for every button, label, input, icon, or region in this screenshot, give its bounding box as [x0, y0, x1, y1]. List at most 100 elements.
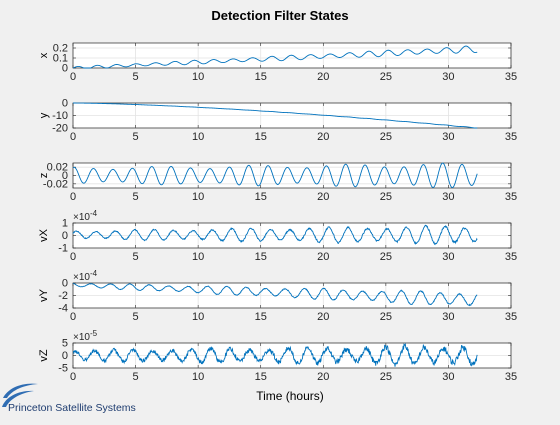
y-axis-label: z: [38, 173, 50, 179]
x-tick-label: 0: [70, 191, 76, 203]
x-tick-label: 25: [380, 191, 392, 203]
series-line-z: [72, 162, 478, 189]
x-tick-label: 20: [317, 371, 329, 383]
x-tick-label: 5: [133, 251, 139, 263]
y-tick-label: 0.1: [53, 53, 68, 65]
y-tick-label: 0: [62, 350, 68, 362]
x-tick-label: 10: [192, 311, 204, 323]
axes-box: [72, 342, 512, 369]
axes-box: [72, 42, 512, 69]
series-line-vz: [72, 342, 478, 367]
x-tick-label: 15: [255, 251, 267, 263]
x-tick-label: 35: [505, 251, 517, 263]
x-tick-label: 30: [442, 71, 454, 83]
x-tick-label: 15: [255, 311, 267, 323]
x-tick-label: 25: [380, 71, 392, 83]
y-tick-label: 0: [62, 63, 68, 75]
y-tick-label: 0.02: [47, 162, 68, 174]
x-tick-label: 20: [317, 191, 329, 203]
x-tick-label: 5: [133, 71, 139, 83]
panel-y: 0 5 10 15 20 25 30 35 0-10-20y: [38, 98, 517, 144]
y-axis-label: vZ: [38, 349, 50, 362]
y-tick-label: 0.2: [53, 43, 68, 55]
x-tick-label: 20: [317, 131, 329, 143]
x-tick-label: 15: [255, 71, 267, 83]
x-tick-label: 20: [317, 71, 329, 83]
x-tick-label: 10: [192, 371, 204, 383]
x-tick-label: 25: [380, 371, 392, 383]
x-tick-label: 10: [192, 191, 204, 203]
x-tick-label: 15: [255, 131, 267, 143]
x-tick-label: 0: [70, 71, 76, 83]
x-tick-label: 25: [380, 311, 392, 323]
x-tick-label: 5: [133, 311, 139, 323]
x-tick-label: 5: [133, 191, 139, 203]
y-tick-label: 0: [62, 278, 68, 290]
x-tick-label: 30: [442, 371, 454, 383]
series-line-x: [72, 45, 478, 69]
chart-title: Detection Filter States: [211, 8, 348, 23]
x-tick-label: 20: [317, 311, 329, 323]
brand-name: Princeton Satellite Systems: [8, 402, 136, 414]
y-tick-label: -10: [52, 110, 68, 122]
x-axis-label: Time (hours): [256, 389, 324, 403]
x-tick-label: 35: [505, 131, 517, 143]
y-tick-label: 0: [62, 230, 68, 242]
axes-box: [72, 102, 512, 129]
logo-swoosh-icon: [2, 390, 34, 407]
series-line-vy: [72, 283, 478, 307]
axes-box: [72, 222, 512, 249]
y-tick-label: 1: [62, 218, 68, 230]
x-tick-label: 15: [255, 191, 267, 203]
x-tick-label: 20: [317, 251, 329, 263]
y-axis-label: vY: [38, 288, 50, 302]
x-tick-label: 35: [505, 371, 517, 383]
x-tick-label: 10: [192, 251, 204, 263]
y-axis-label: y: [38, 112, 50, 118]
x-tick-label: 0: [70, 131, 76, 143]
x-tick-label: 30: [442, 131, 454, 143]
y-exponent-label: ×10-4: [73, 209, 98, 223]
x-tick-label: 30: [442, 251, 454, 263]
x-tick-label: 0: [70, 371, 76, 383]
panel-x: 0 5 10 15 20 25 30 35 0.20.10 x: [38, 43, 517, 84]
x-tick-label: 10: [192, 71, 204, 83]
x-tick-label: 30: [442, 311, 454, 323]
y-exponent-label: ×10-5: [73, 329, 98, 343]
axes-box: [72, 162, 512, 189]
x-tick-label: 10: [192, 131, 204, 143]
y-tick-label: -4: [58, 303, 68, 315]
logo-swoosh-icon: [3, 383, 38, 398]
y-tick-label: -0.02: [43, 178, 68, 190]
x-tick-label: 35: [505, 311, 517, 323]
x-tick-label: 5: [133, 131, 139, 143]
x-tick-label: 5: [133, 371, 139, 383]
panel-vy: 0 5 10 15 20 25 30 35 0-2-4 vY ×10-4: [38, 269, 517, 323]
x-tick-label: 0: [70, 311, 76, 323]
panel-z: 0 5 10 15 20 25 30 350.020-0.02z: [38, 162, 517, 203]
brand-logo: Princeton Satellite Systems: [2, 383, 136, 414]
series-line-y: [73, 102, 478, 129]
x-tick-label: 25: [380, 131, 392, 143]
axes-box: [72, 282, 512, 309]
y-axis-label: vX: [38, 228, 50, 242]
y-tick-label: 0: [62, 98, 68, 110]
y-tick-label: -5: [58, 363, 68, 375]
y-axis-label: x: [38, 52, 50, 58]
x-tick-label: 35: [505, 191, 517, 203]
series-line-vx: [72, 224, 478, 246]
x-tick-label: 25: [380, 251, 392, 263]
y-tick-label: 5: [62, 338, 68, 350]
x-tick-label: 0: [70, 251, 76, 263]
x-tick-label: 35: [505, 71, 517, 83]
y-exponent-label: ×10-4: [73, 269, 98, 283]
y-tick-label: -20: [52, 123, 68, 135]
y-tick-label: -2: [58, 290, 68, 302]
x-tick-label: 30: [442, 191, 454, 203]
y-tick-label: -1: [58, 243, 68, 255]
